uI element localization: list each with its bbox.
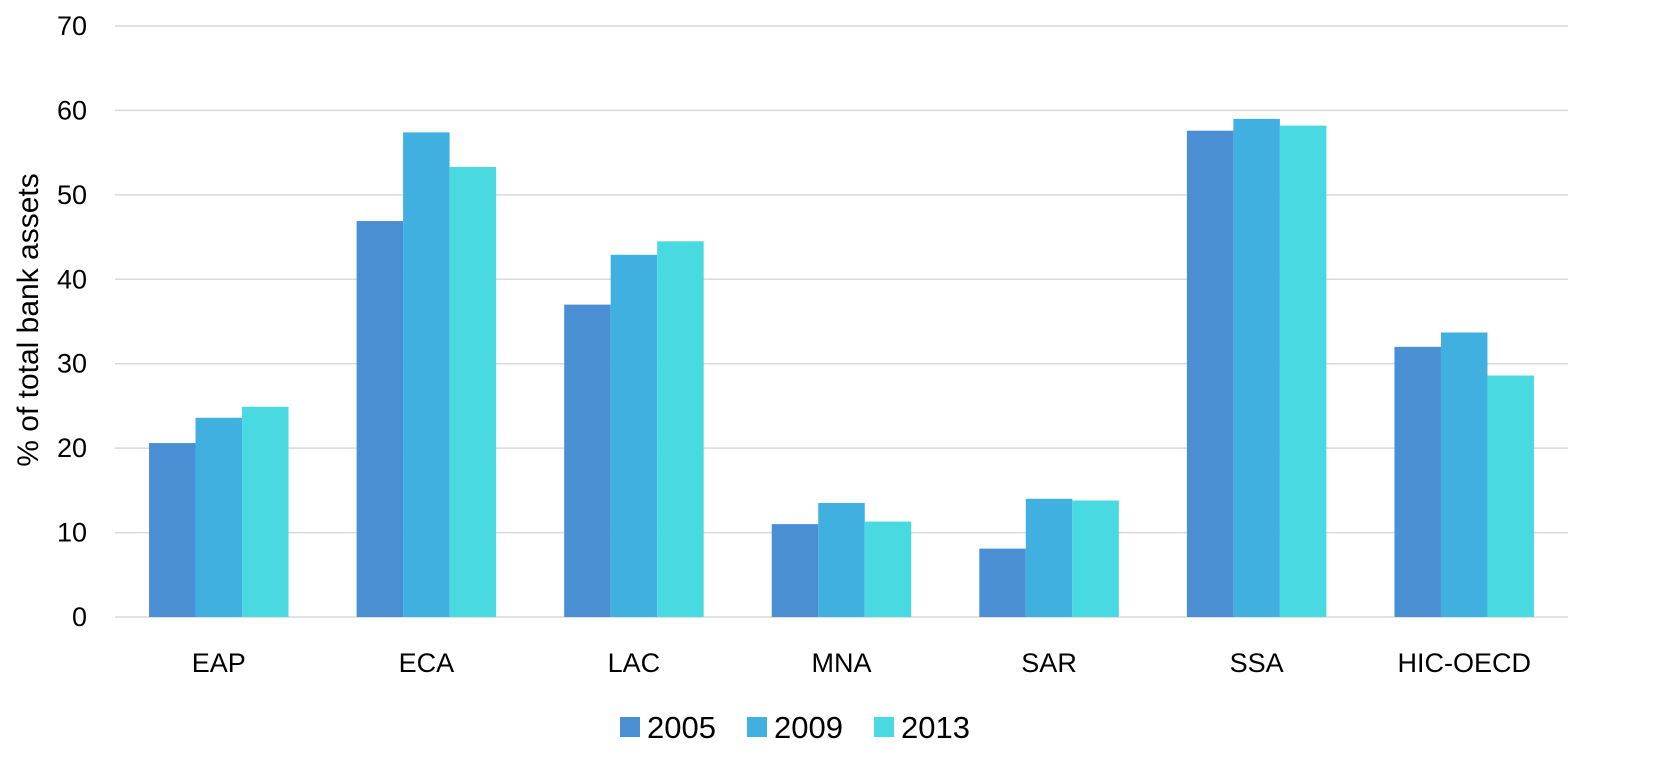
bar-sar-2013 (1072, 500, 1119, 617)
x-category-label: MNA (812, 648, 872, 678)
bar-ssa-2005 (1186, 130, 1234, 618)
legend-label-2005: 2005 (647, 710, 716, 745)
bar-mna-2005 (771, 524, 819, 617)
legend-swatch-2009 (747, 717, 767, 737)
bar-eca-2009 (403, 132, 450, 617)
bar-eca-2013 (449, 166, 497, 617)
bar-sar-2005 (979, 548, 1026, 617)
bar-ssa-2013 (1279, 125, 1327, 617)
x-axis-category-labels: EAP ECA LAC MNA SAR SSA HIC-OECD (192, 648, 1531, 678)
bar-hic-oecd-2005 (1394, 346, 1441, 617)
x-category-label: SAR (1021, 648, 1077, 678)
x-category-label: HIC-OECD (1397, 648, 1531, 678)
x-category-label: LAC (608, 648, 661, 678)
y-axis-tick-labels: 0 10 20 30 40 50 60 70 (57, 11, 87, 632)
bar-mna-2009 (818, 503, 865, 617)
y-tick-label: 70 (57, 11, 87, 41)
legend-label-2013: 2013 (901, 710, 970, 745)
legend-swatch-2005 (620, 717, 640, 737)
legend-swatch-2013 (874, 717, 894, 737)
bar-lac-2009 (610, 254, 658, 617)
bar-hic-oecd-2009 (1440, 332, 1488, 617)
bar-eca-2005 (356, 221, 404, 617)
bar-lac-2013 (657, 241, 704, 618)
x-category-label: ECA (399, 648, 455, 678)
legend: 2005 2009 2013 (620, 710, 970, 745)
y-tick-label: 30 (57, 349, 87, 379)
y-tick-label: 10 (57, 518, 87, 548)
bar-lac-2005 (564, 304, 611, 617)
x-category-label: SSA (1230, 648, 1284, 678)
y-tick-label: 60 (57, 95, 87, 125)
y-tick-label: 20 (57, 433, 87, 463)
bar-ssa-2009 (1233, 118, 1280, 617)
bar-sar-2009 (1025, 498, 1073, 617)
bar-mna-2013 (864, 521, 912, 617)
y-tick-label: 0 (72, 602, 87, 632)
bar-eap-2005 (149, 443, 196, 617)
y-tick-label: 40 (57, 264, 87, 294)
y-axis-title: % of total bank assets (12, 173, 45, 467)
bar-eap-2013 (242, 406, 289, 617)
bars (149, 118, 1534, 618)
x-category-label: EAP (192, 648, 246, 678)
bar-hic-oecd-2013 (1487, 375, 1534, 617)
legend-label-2009: 2009 (774, 710, 843, 745)
y-tick-label: 50 (57, 180, 87, 210)
bar-eap-2009 (195, 417, 243, 617)
